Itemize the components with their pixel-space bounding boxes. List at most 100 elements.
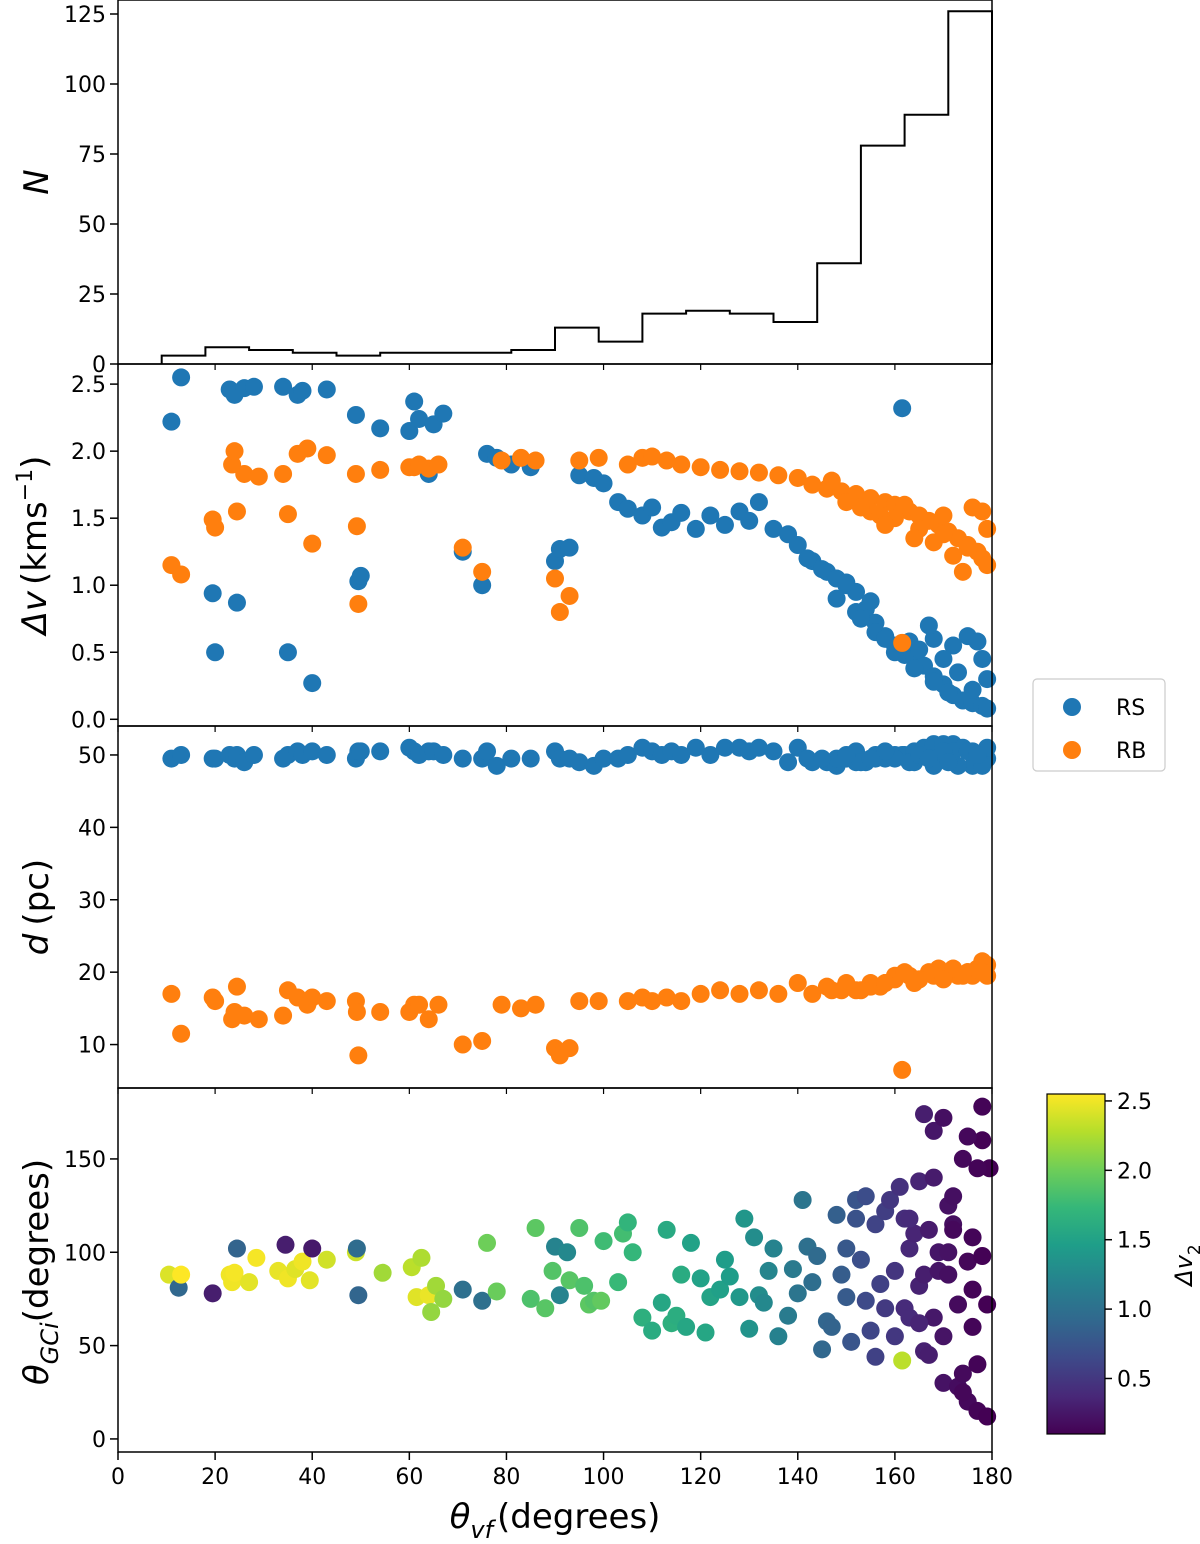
velocity-point-rb <box>749 463 768 482</box>
distance-point-rb <box>643 992 662 1011</box>
panel-histogram: 0 25 50 75 100 125 N <box>17 0 993 378</box>
distance-point-rs <box>837 745 856 764</box>
angle-point <box>672 1265 691 1284</box>
velocity-point-rb <box>317 446 336 465</box>
angle-point <box>691 1269 710 1288</box>
distance-point-rb <box>905 974 924 993</box>
distance-y-label-symbol: d <box>17 933 57 955</box>
distance-point-rs <box>351 742 370 761</box>
colorbar-tick-label: 1.5 <box>1117 1229 1152 1254</box>
distance-y-tick-label: 10 <box>78 1034 106 1059</box>
angle-point <box>317 1250 336 1269</box>
distance-point-rb <box>371 1002 390 1021</box>
velocity-point-rs <box>827 589 846 608</box>
distance-point-rb <box>822 981 841 1000</box>
legend-marker-rs <box>1063 698 1081 716</box>
angle-point <box>526 1219 545 1237</box>
angle-point <box>652 1293 671 1312</box>
velocity-point-rb <box>618 455 637 474</box>
angle-point <box>570 1219 589 1237</box>
distance-point-rs <box>570 753 589 772</box>
angle-point <box>740 1319 759 1338</box>
velocity-point-rb <box>769 466 788 485</box>
histogram-outline <box>160 10 993 364</box>
distance-point-rb <box>749 981 768 1000</box>
angle-point <box>813 1340 832 1359</box>
legend-label-rs: RS <box>1116 696 1145 721</box>
angle-point <box>754 1293 773 1312</box>
velocity-point-rb <box>298 439 317 458</box>
angle-point <box>900 1209 919 1228</box>
angle-point <box>958 1252 977 1271</box>
angle-point <box>910 1172 929 1191</box>
velocity-point-rb <box>589 448 608 467</box>
distance-point-rb <box>589 992 608 1011</box>
velocity-point-rb <box>453 538 472 557</box>
angle-point <box>779 1306 798 1325</box>
histogram-bin <box>642 314 686 364</box>
velocity-point-rb <box>225 442 244 461</box>
histogram-y-tick-label: 50 <box>78 213 106 238</box>
histogram-bin <box>205 347 249 364</box>
velocity-point-rs <box>876 629 895 648</box>
distance-point-rs <box>779 753 798 772</box>
panel-velocity: 0.0 0.5 1.0 1.5 2.0 2.5 Δv (kms−1) <box>13 363 997 733</box>
angle-point <box>953 1149 972 1168</box>
angle-point <box>944 1187 963 1206</box>
histogram-y-tick-label: 0 <box>92 353 106 378</box>
distance-point-rb <box>934 970 953 989</box>
velocity-point-rs <box>924 672 943 691</box>
colorbar-tick-label: 2.0 <box>1117 1159 1152 1184</box>
angle-point <box>803 1273 822 1292</box>
distance-y-tick-label: 50 <box>78 744 106 769</box>
angle-point <box>300 1271 319 1290</box>
angle-point <box>769 1327 788 1346</box>
velocity-y-label-close: ) <box>15 456 55 469</box>
distance-point-rs <box>861 749 880 768</box>
velocity-point-rs <box>978 670 997 689</box>
angle-point <box>885 1261 904 1280</box>
distance-point-rb <box>453 1035 472 1054</box>
velocity-y-ticks: 0.0 0.5 1.0 1.5 2.0 2.5 <box>71 373 118 733</box>
angle-point <box>919 1345 938 1364</box>
velocity-point-rs <box>400 422 419 441</box>
distance-point-rb <box>560 1039 579 1058</box>
angle-point <box>949 1295 968 1314</box>
angle-point <box>963 1228 982 1247</box>
velocity-point-rb <box>905 529 924 548</box>
angle-y-ticks: 0 50 100 150 <box>64 1148 118 1453</box>
histogram-bin <box>730 314 774 364</box>
angle-point <box>594 1232 613 1251</box>
distance-point-rb <box>803 984 822 1003</box>
distance-y-ticks: 10 20 30 40 50 <box>78 744 118 1059</box>
angle-point <box>412 1248 431 1267</box>
distance-point-rs <box>618 745 637 764</box>
distance-point-rs <box>919 749 938 768</box>
angle-point <box>247 1248 266 1267</box>
angle-point <box>643 1321 662 1340</box>
angle-point <box>842 1332 861 1351</box>
angle-point <box>861 1321 880 1340</box>
angle-point <box>730 1288 749 1307</box>
velocity-point-rb <box>546 569 564 588</box>
angle-point <box>953 1383 972 1402</box>
x-tick-label: 40 <box>298 1465 326 1490</box>
velocity-point-rs <box>749 493 768 512</box>
angle-point <box>696 1323 715 1342</box>
angle-point <box>924 1308 943 1327</box>
distance-point-rs <box>244 745 263 764</box>
angle-point <box>592 1291 611 1310</box>
distance-point-rs <box>487 756 506 775</box>
distance-point-rs <box>371 742 390 761</box>
distance-y-label: d (pc) <box>17 859 57 955</box>
distance-point-rb <box>657 988 676 1007</box>
distance-point-rb <box>227 977 246 996</box>
velocity-point-rb <box>223 455 242 474</box>
velocity-point-rb <box>206 518 225 537</box>
angle-point <box>487 1282 506 1301</box>
distance-point-rs <box>434 745 453 764</box>
histogram-bin <box>861 146 905 364</box>
histogram-bin <box>948 11 992 364</box>
angle-point <box>866 1215 885 1234</box>
velocity-point-rs <box>317 380 336 399</box>
